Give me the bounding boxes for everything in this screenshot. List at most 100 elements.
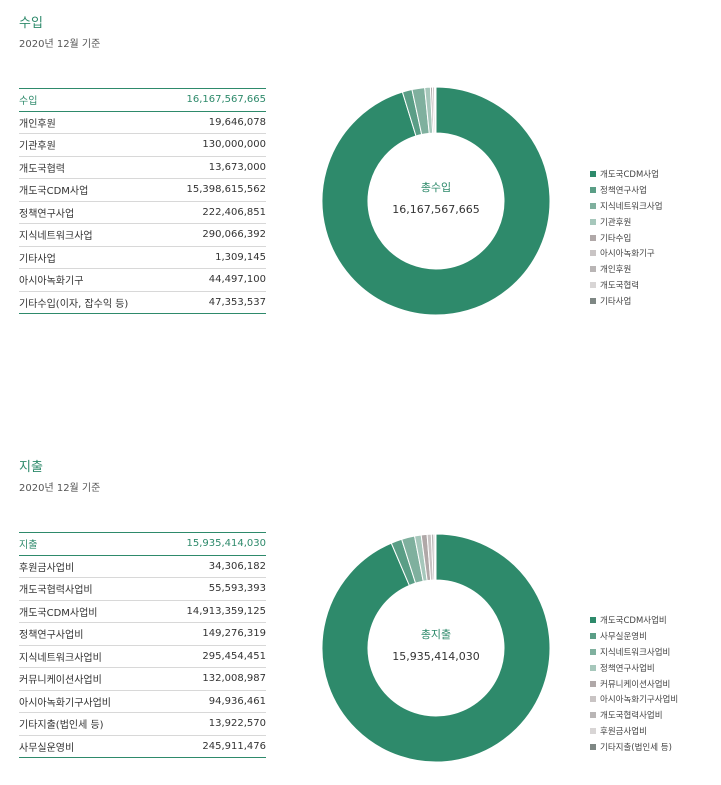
table-row: 개도국협력 13,673,000 [19,157,266,179]
row-value: 132,008,987 [202,673,266,685]
donut-center-value: 15,935,414,030 [392,650,479,663]
table-row: 아시아녹화기구 44,497,100 [19,269,266,292]
legend-item: 아시아녹화기구사업비 [590,691,678,707]
legend-label: 지식네트워크사업 [600,201,663,212]
legend-swatch [590,744,596,751]
donut-center-value: 16,167,567,665 [392,203,479,216]
legend-item: 아시아녹화기구 [590,245,663,261]
row-value: 295,454,451 [202,650,266,662]
legend-label: 아시아녹화기구사업비 [600,695,679,706]
table-row: 정책연구사업비 149,276,319 [19,623,266,646]
donut-slice [434,533,437,581]
table-total-row: 수입 16,167,567,665 [19,89,266,112]
row-value: 47,353,537 [208,296,266,308]
row-value: 1,309,145 [215,251,266,263]
legend-label: 개도국CDM사업비 [600,615,667,626]
legend-label: 개인후원 [600,265,632,276]
expense-donut-chart: 총지출 15,935,414,030 [321,533,551,763]
legend-swatch [590,648,596,655]
row-label: 아시아녹화기구사업비 [19,697,111,709]
row-label: 개도국CDM사업비 [19,607,98,619]
legend-swatch [590,664,596,671]
table-row: 후원금사업비 34,306,182 [19,556,266,578]
legend-item: 개인후원 [590,261,663,277]
expense-title: 지출 [19,460,43,475]
legend-item: 개도국협력 [590,277,663,293]
legend-swatch [590,186,596,193]
legend-item: 사무실운영비 [590,628,678,644]
table-row: 지식네트워크사업 290,066,392 [19,224,266,247]
table-row: 개도국협력사업비 55,593,393 [19,578,266,601]
legend-item: 정책연구사업 [590,182,663,198]
table-row: 정책연구사업 222,406,851 [19,202,266,224]
legend-item: 지식네트워크사업비 [590,644,678,660]
table-total-row: 지출 15,935,414,030 [19,533,266,556]
table-row: 아시아녹화기구사업비 94,936,461 [19,691,266,713]
expense-table: 지출 15,935,414,030 후원금사업비 34,306,182 개도국협력사업비… [19,532,266,758]
table-row: 기타수입(이자, 잡수익 등) 47,353,537 [19,292,266,314]
legend-label: 기타수입 [600,233,632,244]
income-donut-chart: 총수입 16,167,567,665 [321,86,551,316]
legend-label: 지식네트워크사업비 [600,647,671,658]
table-row: 개도국CDM사업비 14,913,359,125 [19,601,266,623]
row-label: 개인후원 [19,118,56,130]
legend-label: 개도국협력 [600,281,640,292]
legend-label: 사무실운영비 [600,631,647,642]
donut-center-title: 총지출 [421,628,451,641]
legend-item: 기타수입 [590,230,663,246]
table-row: 개인후원 19,646,078 [19,112,266,134]
row-value: 245,911,476 [202,740,266,752]
legend-swatch [590,218,596,225]
row-label: 기타지출(법인세 등) [19,720,104,732]
expense-legend: 개도국CDM사업비 사무실운영비 지식네트워크사업비 정책연구사업비 커뮤니케이션사업비… [590,612,678,755]
row-label: 기타수입(이자, 잡수익 등) [19,298,129,310]
legend-label: 정책연구사업 [600,185,647,196]
row-value: 13,673,000 [208,161,266,173]
table-row: 기관후원 130,000,000 [19,134,266,157]
row-label: 기타사업 [19,253,56,265]
legend-swatch [590,680,596,687]
row-label: 수입 [19,96,38,108]
row-label: 지식네트워크사업 [19,231,93,243]
legend-item: 개도국CDM사업 [590,166,663,182]
table-row: 커뮤니케이션사업비 132,008,987 [19,668,266,691]
row-value: 19,646,078 [208,116,266,128]
legend-item: 기관후원 [590,214,663,230]
row-value: 222,406,851 [202,206,266,218]
row-value: 14,913,359,125 [186,605,266,617]
legend-swatch [590,632,596,639]
legend-item: 개도국협력사업비 [590,707,678,723]
legend-label: 기관후원 [600,217,632,228]
table-row: 개도국CDM사업 15,398,615,562 [19,179,266,202]
legend-label: 아시아녹화기구 [600,249,655,260]
row-value: 44,497,100 [208,274,266,286]
legend-item: 커뮤니케이션사업비 [590,676,678,692]
income-section: 수입 2020년 12월 기준 수입 16,167,567,665 개인후원 19,6… [0,0,721,392]
row-value: 34,306,182 [208,560,266,572]
row-value: 13,922,570 [208,718,266,730]
row-value: 16,167,567,665 [186,94,266,106]
row-value: 290,066,392 [202,229,266,241]
legend-item: 개도국CDM사업비 [590,612,678,628]
income-title: 수입 [19,16,43,31]
row-label: 지식네트워크사업비 [19,652,102,664]
row-label: 개도국협력 [19,163,65,175]
row-label: 후원금사업비 [19,562,75,574]
table-row: 지식네트워크사업비 295,454,451 [19,646,266,668]
legend-swatch [590,234,596,241]
legend-swatch [590,266,596,273]
legend-swatch [590,696,596,703]
donut-slice [321,86,551,316]
legend-label: 개도국CDM사업 [600,169,659,180]
row-value: 130,000,000 [202,139,266,151]
legend-item: 기타지출(법인세 등) [590,739,678,755]
legend-swatch [590,202,596,209]
row-value: 55,593,393 [208,583,266,595]
expense-subtitle: 2020년 12월 기준 [19,483,101,494]
legend-label: 기타지출(법인세 등) [600,743,672,754]
legend-item: 후원금사업비 [590,723,678,739]
row-label: 지출 [19,540,38,552]
income-subtitle: 2020년 12월 기준 [19,39,101,50]
